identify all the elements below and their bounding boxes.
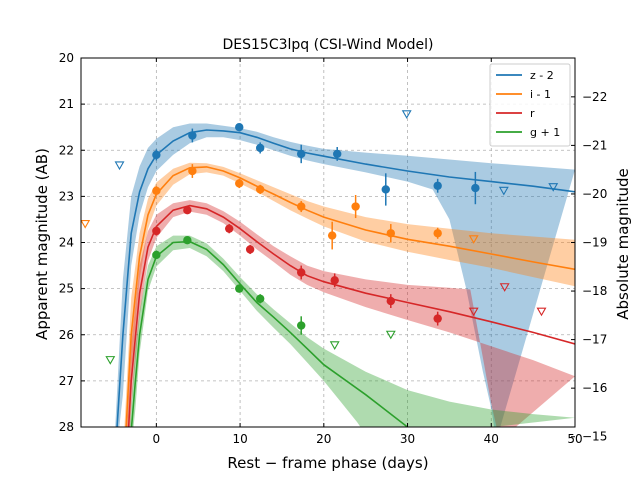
band-i-1 [124,162,575,427]
model-line-r [127,204,575,427]
y-tick-label: 26 [59,328,74,342]
y2-tick-label: −15 [582,430,607,444]
y2-tick-label: −17 [582,333,607,347]
data-point-i-1 [188,166,197,176]
data-point-i-1 [235,179,244,188]
upper-limit-r [468,307,479,317]
y2-tick-label: −22 [582,90,607,104]
x-tick-label: 0 [153,432,161,446]
data-point-z-2 [235,122,244,132]
data-point-i-1 [351,202,360,211]
upper-limit-z-2 [114,161,125,171]
data-point-i-1 [297,202,306,211]
data-point-r [152,226,161,236]
y2-tick-label: −18 [582,284,607,298]
x-tick-label: 30 [400,432,415,446]
data-point-r [433,314,442,323]
y2-tick-label: −19 [582,236,607,250]
chart-title: DES15C3lpq (CSI-Wind Model) [223,37,434,53]
y-axis-label: Apparent magnitude (AB) [33,148,51,340]
model-line-z-2 [116,129,575,427]
legend-label-z-2: z - 2 [530,69,554,82]
confidence-bands [115,123,575,427]
band-z-2 [115,123,575,427]
data-point-i-1 [152,186,161,196]
data-point-r [183,206,192,215]
band-r [126,200,575,427]
upper-limit-g-1 [385,330,396,340]
upper-limit-r [536,307,547,317]
data-points [81,110,559,365]
upper-limit-i-1 [81,220,91,229]
y-tick-label: 28 [59,420,74,434]
data-point-z-2 [471,183,480,193]
data-point-z-2 [255,143,265,153]
upper-limit-g-1 [329,341,340,350]
data-point-z-2 [152,150,161,160]
model-lines [116,129,575,427]
data-point-r [297,268,306,277]
x-tick-label: 50 [567,432,582,446]
data-point-z-2 [433,181,442,190]
y2-tick-label: −20 [582,187,607,201]
data-point-i-1 [433,229,442,238]
y2-tick-label: −21 [582,138,607,152]
y-tick-label: 23 [59,189,74,203]
y-tick-label: 24 [59,236,74,250]
upper-limit-i-1 [468,235,479,244]
legend: z - 2 i - 1 r g + 1 [489,63,571,147]
y2-axis-label: Absolute magnitude [614,168,632,319]
band-g-1 [129,235,575,427]
legend-label-r: r [530,107,535,120]
upper-limit-z-2 [401,110,412,119]
data-point-r [330,276,339,285]
data-point-z-2 [297,149,306,159]
data-point-g-1 [255,294,265,303]
model-line-g-1 [130,240,409,427]
x-tick-label: 20 [316,432,331,446]
y-tick-label: 25 [59,282,74,296]
data-point-r [245,245,255,254]
legend-label-g-1: g + 1 [530,126,560,139]
axis-ticks: 0 10 20 30 40 50 20 21 22 23 24 25 26 27 28 −22 −21 −20 −1… [59,51,608,446]
x-tick-label: 40 [484,432,499,446]
data-point-r [386,296,395,306]
x-axis-label: Rest − frame phase (days) [227,454,428,472]
data-point-z-2 [188,131,197,140]
y2-tick-label: −16 [582,381,607,395]
y-tick-label: 21 [59,97,74,111]
legend-box [489,63,571,147]
data-point-z-2 [381,185,390,194]
y-tick-label: 20 [59,51,74,65]
model-line-i-1 [125,166,575,427]
upper-limit-z-2 [498,186,509,196]
data-point-g-1 [297,321,306,330]
data-point-z-2 [333,149,342,159]
data-point-g-1 [183,235,192,245]
upper-limit-r [499,283,510,292]
y-tick-label: 27 [59,374,74,388]
legend-label-i-1: i - 1 [530,88,551,101]
data-point-g-1 [152,250,161,260]
x-tick-label: 10 [232,432,247,446]
data-point-i-1 [327,231,337,240]
data-point-i-1 [255,185,265,194]
data-point-r [225,224,234,233]
y-tick-label: 22 [59,143,74,157]
upper-limit-g-1 [105,356,116,365]
upper-limit-z-2 [548,183,559,192]
data-point-g-1 [235,284,244,293]
data-point-i-1 [386,229,395,238]
